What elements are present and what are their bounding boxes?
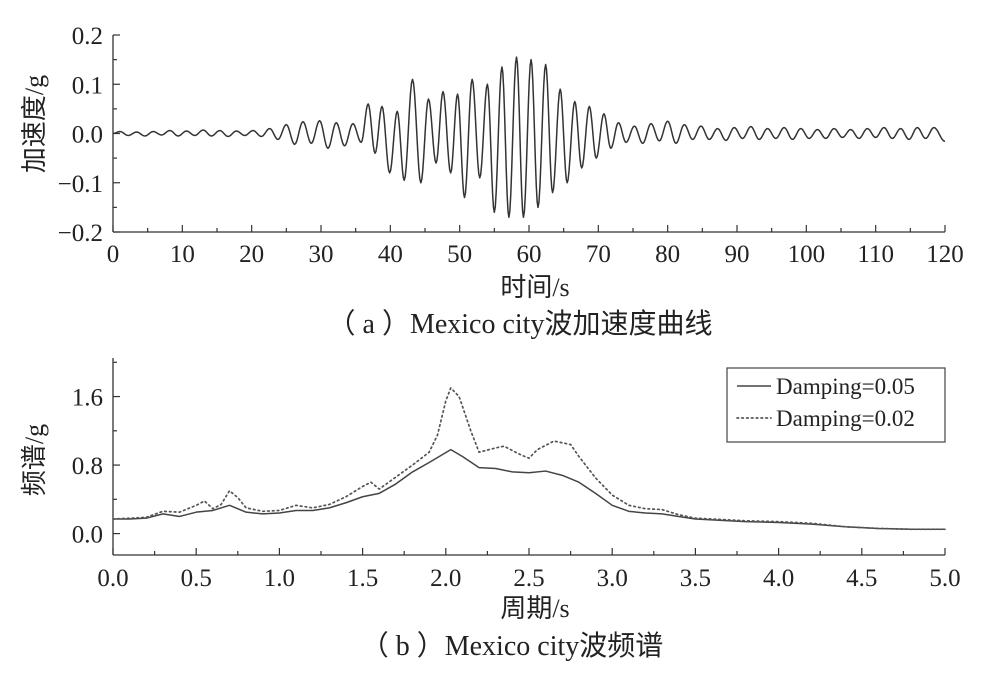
x-tick-label: 4.5: [846, 565, 877, 592]
x-tick-label: 1.5: [347, 565, 378, 592]
y-tick-label: 0.0: [72, 522, 103, 549]
caption-b: （ b ）Mexico city波频谱: [361, 630, 664, 662]
x-tick-label: 30: [309, 241, 334, 268]
y-tick-label: 0.2: [72, 23, 103, 50]
chart-b-series: [112, 387, 946, 531]
y-axis-title: 加速度/g: [20, 75, 49, 173]
x-tick-label: 90: [725, 241, 750, 268]
x-tick-label: 40: [378, 241, 403, 268]
y-axis-title: 频谱/g: [20, 424, 49, 496]
x-tick-label: 4.0: [763, 565, 794, 592]
legend-label: Damping=0.02: [776, 406, 915, 431]
x-tick-label: 3.5: [680, 565, 711, 592]
y-tick-label: 0.1: [72, 72, 103, 99]
x-tick-label: 0.0: [97, 565, 128, 592]
x-tick-label: 110: [857, 241, 894, 268]
y-tick-label: −0.1: [58, 171, 103, 198]
chart-b: 0.0 0.5 1.0 1.5 2.0 2.5 3.0 3.5 4.0 4.5 5.0 0.0 0.8 1…: [20, 358, 961, 662]
x-tick-label: 0: [107, 241, 120, 268]
x-tick-label: 5.0: [929, 565, 960, 592]
x-tick-label: 2.0: [430, 565, 461, 592]
y-tick-label: 0.8: [72, 453, 103, 480]
x-axis-title: 周期/s: [500, 594, 569, 623]
y-tick-label: 1.6: [72, 385, 103, 412]
x-tick-label: 100: [788, 241, 826, 268]
series-line-1: [112, 387, 946, 531]
x-tick-label: 1.0: [264, 565, 295, 592]
x-tick-label: 120: [926, 241, 964, 268]
x-tick-label: 3.0: [597, 565, 628, 592]
chart-a-series: [112, 56, 946, 218]
legend-box: [726, 367, 946, 443]
legend: Damping=0.05 Damping=0.02: [726, 367, 946, 443]
series-line-0: [113, 448, 945, 531]
x-tick-label: 2.5: [513, 565, 544, 592]
series-line-0: [112, 56, 946, 218]
x-axis-title: 时间/s: [500, 273, 569, 302]
caption-a: （ a ）Mexico city波加速度曲线: [328, 308, 713, 340]
x-tick-label: 0.5: [181, 565, 212, 592]
chart-b-axes: 0.0 0.5 1.0 1.5 2.0 2.5 3.0 3.5 4.0 4.5 5.0 0.0 0.8 1…: [72, 358, 961, 592]
chart-a: 0 10 20 30 40 50 60 70 80 90 100 110 120 −0.2 −0.1 0.0 0…: [20, 23, 964, 340]
x-tick-label: 60: [517, 241, 542, 268]
x-tick-label: 20: [239, 241, 264, 268]
x-tick-label: 10: [170, 241, 195, 268]
x-tick-label: 80: [655, 241, 680, 268]
x-tick-label: 70: [586, 241, 611, 268]
x-tick-label: 50: [447, 241, 472, 268]
y-tick-label: −0.2: [58, 220, 103, 247]
y-tick-label: 0.0: [72, 122, 103, 149]
legend-label: Damping=0.05: [776, 374, 915, 399]
chart-a-axes: 0 10 20 30 40 50 60 70 80 90 100 110 120 −0.2 −0.1 0.0 0…: [58, 23, 964, 268]
